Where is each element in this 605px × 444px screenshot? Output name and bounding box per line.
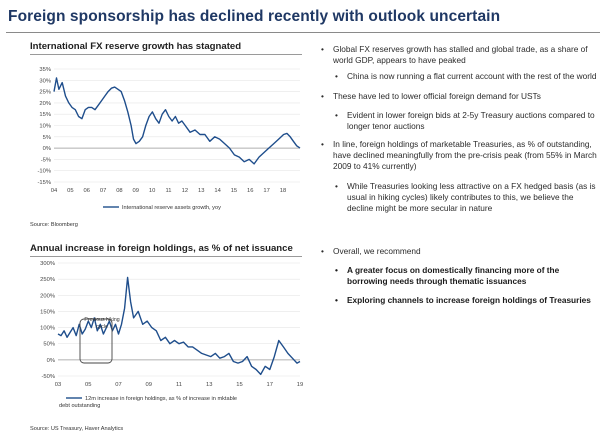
y-tick-label: 250% xyxy=(40,277,55,283)
bullet-item: While Treasuries looking less attractive… xyxy=(335,181,597,214)
bullet-text: These have led to lower official foreign… xyxy=(333,90,541,101)
chart2-title: Annual increase in foreign holdings, as … xyxy=(30,243,293,254)
x-tick-label: 13 xyxy=(198,188,204,194)
x-tick-label: 17 xyxy=(263,188,269,194)
x-tick-label: 11 xyxy=(165,188,171,194)
y-tick-label: 50% xyxy=(43,342,55,348)
bullet-item: A greater focus on domestically financin… xyxy=(335,265,597,287)
x-tick-label: 15 xyxy=(236,382,242,388)
annotation-label: Previous hiking cycle xyxy=(84,317,119,330)
x-tick-label: 05 xyxy=(67,188,73,194)
x-tick-label: 19 xyxy=(297,382,303,388)
chart2-plot: 300% 250% 200% 150% 100% 50% 0% -50%03 05 07 09 11 1… xyxy=(40,261,303,409)
annotation-box xyxy=(79,318,113,364)
x-tick-label: 17 xyxy=(267,382,273,388)
x-tick-label: 08 xyxy=(116,188,122,194)
x-tick-label: 12 xyxy=(182,188,188,194)
y-tick-label: -15% xyxy=(37,180,51,186)
bullet-item: Exploring channels to increase foreign h… xyxy=(335,295,597,306)
y-tick-label: -10% xyxy=(37,169,51,175)
bullet-item: Evident in lower foreign bids at 2-5y Tr… xyxy=(335,110,597,132)
y-tick-label: 150% xyxy=(40,309,55,315)
chart1-plot: 35% 30% 25% 20% 15% 10% 5% 0% -5% -10% -15%04 05 06 0… xyxy=(37,67,301,211)
y-tick-label: 10% xyxy=(39,124,51,130)
x-tick-label: 13 xyxy=(206,382,212,388)
bullet-item: Overall, we recommend xyxy=(321,246,597,257)
bullet-text: Global FX reserves growth has stalled an… xyxy=(333,44,588,65)
x-tick-label: 05 xyxy=(85,382,91,388)
bullet-item: These have led to lower official foreign… xyxy=(321,91,597,102)
commentary-bullets: Global FX reserves growth has stalled an… xyxy=(321,44,597,306)
chart2-title-divider xyxy=(30,256,302,257)
y-tick-label: 100% xyxy=(40,326,55,332)
y-tick-label: 200% xyxy=(40,293,55,299)
y-tick-label: 30% xyxy=(39,78,51,84)
x-tick-label: 16 xyxy=(247,188,253,194)
chart2-source: Source: US Treasury, Haver Analytics xyxy=(30,426,124,432)
bullet-item: In line, foreign holdings of marketable … xyxy=(321,139,597,172)
x-tick-label: 11 xyxy=(176,382,182,388)
bullet-text: A greater focus on domestically financin… xyxy=(347,264,560,286)
y-tick-label: 300% xyxy=(40,261,55,267)
legend-label: International reserve assets growth, yoy xyxy=(122,205,221,211)
x-tick-label: 03 xyxy=(55,382,61,388)
x-tick-label: 15 xyxy=(231,188,237,194)
y-tick-label: 20% xyxy=(39,101,51,107)
bullet-text: Evident in lower foreign bids at 2-5y Tr… xyxy=(347,109,595,131)
bullet-text: While Treasuries looking less attractive… xyxy=(347,181,596,213)
series-line xyxy=(57,276,301,376)
x-tick-label: 09 xyxy=(146,382,152,388)
y-tick-label: 15% xyxy=(39,112,51,118)
x-tick-label: 14 xyxy=(214,188,221,194)
y-tick-label: 5% xyxy=(43,135,51,141)
bullet-item: Global FX reserves growth has stalled an… xyxy=(321,44,597,66)
x-tick-label: 04 xyxy=(51,188,58,194)
page-title: Foreign sponsorship has declined recentl… xyxy=(8,8,501,25)
x-tick-label: 09 xyxy=(133,188,139,194)
title-divider xyxy=(6,32,600,33)
chart1-source: Source: Bloomberg xyxy=(30,222,78,228)
x-tick-label: 10 xyxy=(149,188,155,194)
bullet-text: China is now running a flat current acco… xyxy=(347,70,597,81)
y-tick-label: 0% xyxy=(47,358,55,364)
y-tick-label: -5% xyxy=(41,157,51,163)
bullet-item: China is now running a flat current acco… xyxy=(335,71,597,82)
y-tick-label: 35% xyxy=(39,67,51,73)
x-tick-label: 06 xyxy=(83,188,89,194)
bullet-text: Overall, we recommend xyxy=(333,245,421,256)
y-tick-label: 0% xyxy=(43,146,51,152)
chart1-title-divider xyxy=(30,54,302,55)
legend-label: 12m increase in foreign holdings, as % o… xyxy=(59,396,237,409)
series-line xyxy=(53,77,301,165)
chart1-title: International FX reserve growth has stag… xyxy=(30,41,242,52)
x-tick-label: 07 xyxy=(100,188,106,194)
bullet-text: Exploring channels to increase foreign h… xyxy=(347,294,591,305)
y-tick-label: -50% xyxy=(41,374,55,380)
x-tick-label: 18 xyxy=(280,188,286,194)
y-tick-label: 25% xyxy=(39,90,51,96)
x-tick-label: 07 xyxy=(115,382,121,388)
bullet-text: In line, foreign holdings of marketable … xyxy=(333,139,597,172)
